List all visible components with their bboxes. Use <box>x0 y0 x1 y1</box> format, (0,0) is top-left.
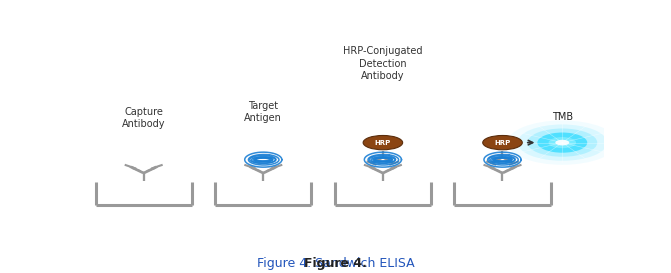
Text: HRP: HRP <box>375 140 391 146</box>
Circle shape <box>527 129 597 157</box>
Circle shape <box>537 132 587 153</box>
Text: Target
Antigen: Target Antigen <box>244 101 282 123</box>
Text: HRP-Conjugated
Detection
Antibody: HRP-Conjugated Detection Antibody <box>343 46 423 81</box>
Ellipse shape <box>482 135 522 150</box>
Circle shape <box>549 137 576 148</box>
Text: HRP: HRP <box>495 140 511 146</box>
Text: Figure 4. Sandwich ELISA: Figure 4. Sandwich ELISA <box>257 257 414 270</box>
Text: Capture
Antibody: Capture Antibody <box>122 107 166 129</box>
Text: Figure 4.: Figure 4. <box>304 257 367 270</box>
Text: TMB: TMB <box>552 112 573 121</box>
Circle shape <box>517 124 607 161</box>
Circle shape <box>556 140 569 146</box>
Ellipse shape <box>363 135 403 150</box>
Circle shape <box>507 120 617 165</box>
